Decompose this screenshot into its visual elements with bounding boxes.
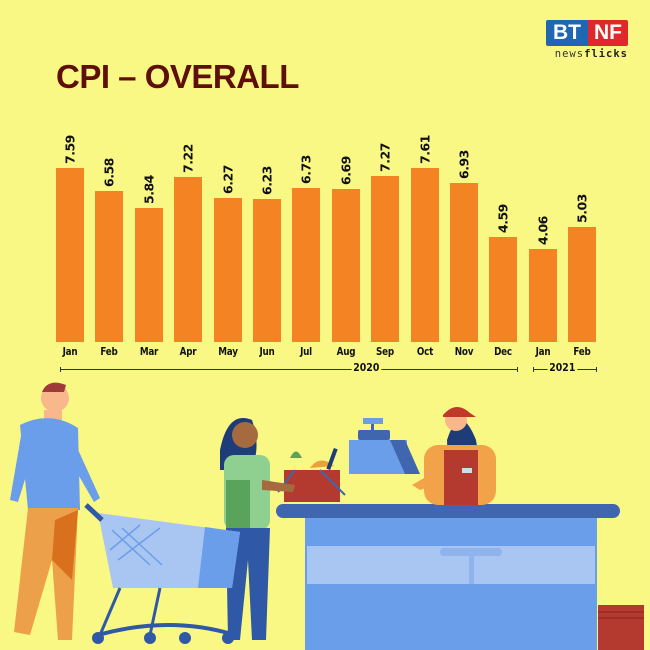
year-bracket-tick [596,367,598,372]
bar-value-label: 7.22 [180,143,196,173]
shopping-checkout-illustration [10,382,644,650]
bar-value-label: 7.27 [377,142,393,172]
cash-register-icon [349,418,420,474]
bar-value-label: 6.58 [101,158,117,188]
bar-value-label: 6.73 [298,155,314,184]
x-axis-label: Jun [259,345,275,358]
bar-nov-10 [450,183,478,342]
x-axis-label: Jan [535,345,551,358]
chart-title: CPI – OVERALL [56,58,299,95]
logo-tagline: newsflicks [546,48,628,60]
bar-value-label: 5.84 [141,175,157,205]
bt-newsflicks-logo: BT NF newsflicks [546,20,628,60]
bar-dec-11 [489,236,518,342]
basket-stack-icon [598,605,644,650]
x-axis-label: Feb [100,345,118,358]
bar-jun-5 [253,199,281,342]
year-bracket-tick [517,367,519,372]
man-customer-figure [10,382,100,640]
bar-value-label: 4.59 [495,204,511,233]
shopping-cart-icon [84,503,240,644]
x-axis-label: May [217,345,238,358]
woman-customer-figure [220,418,295,640]
logo-tagline-bold: flicks [584,48,628,60]
bar-may-4 [213,198,242,342]
x-axis-label: Sep [376,345,395,358]
x-axis-label: Jan [62,345,78,358]
checkout-counter [276,504,620,650]
cpi-bar-chart: 7.59 Jan 6.58 Feb 5.84 Mar 7.22 Apr 6.27 May 6.23 J… [56,134,598,374]
bar-apr-3 [174,176,203,342]
bar-oct-9 [410,167,439,342]
logo-tagline-light: news [554,48,585,60]
bar-sep-8 [371,175,400,342]
x-axis-label: Apr [179,345,197,358]
grocery-basket-icon [277,447,346,502]
bar-value-label: 7.61 [417,134,433,164]
x-axis-label: Feb [573,345,591,358]
bar-value-label: 5.03 [574,193,590,223]
x-axis-label: Dec [494,345,513,358]
bar-jul-6 [292,187,321,342]
logo-bt: BT [546,20,588,46]
bar-value-label: 7.59 [62,135,78,165]
year-bracket-tick [60,367,61,372]
bar-feb-1 [95,191,124,342]
bar-feb-13 [568,226,597,342]
x-axis-label: Aug [336,345,356,358]
logo-nf: NF [588,20,628,46]
bar-jan-12 [528,249,557,342]
cashier-figure [412,406,496,505]
bar-value-label: 6.23 [259,166,275,196]
bar-aug-7 [331,188,360,342]
year-bracket-tick [532,367,534,372]
year-group-label: 2020 [351,361,382,374]
x-axis-label: Jul [300,345,313,358]
bar-value-label: 6.27 [220,165,236,195]
bar-value-label: 4.06 [535,216,551,246]
bar-value-label: 6.93 [456,150,472,180]
year-bracket-line [60,369,518,370]
year-group-label: 2021 [547,361,578,374]
bar-jan-0 [56,168,84,342]
x-axis-label: Mar [139,345,159,358]
bar-value-label: 6.69 [338,155,354,185]
bar-mar-2 [134,208,163,342]
x-axis-label: Oct [416,345,433,358]
x-axis-label: Nov [454,345,474,358]
